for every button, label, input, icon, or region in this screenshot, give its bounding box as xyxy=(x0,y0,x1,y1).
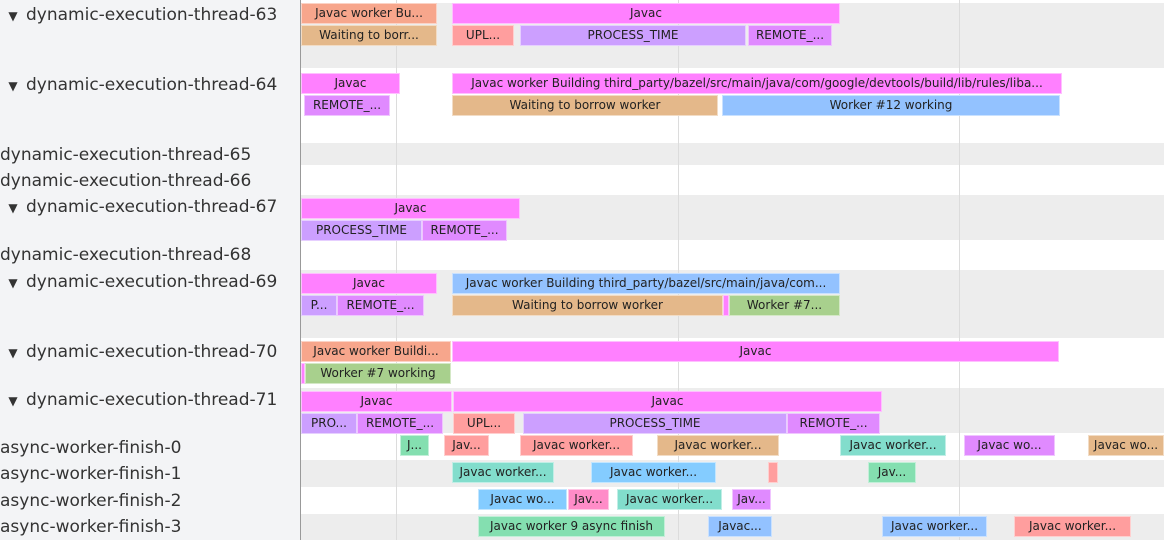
track-name: dynamic-execution-thread-63 xyxy=(26,5,278,25)
expand-triangle-icon[interactable]: ▼ xyxy=(8,276,18,290)
trace-slice[interactable]: Javac wo... xyxy=(964,435,1055,456)
expand-triangle-icon[interactable]: ▼ xyxy=(8,394,18,408)
track-label[interactable]: ▼ dynamic-execution-thread-63 xyxy=(0,5,277,26)
trace-slice[interactable]: Javac... xyxy=(708,516,772,537)
trace-slice[interactable]: UPL... xyxy=(452,25,514,46)
track-label[interactable]: async-worker-finish-0 xyxy=(0,438,181,458)
trace-slice[interactable]: Jav... xyxy=(444,435,489,456)
track-label[interactable]: async-worker-finish-1 xyxy=(0,464,181,484)
trace-slice[interactable]: PROCESS_TIME xyxy=(523,413,787,434)
trace-slice[interactable]: Waiting to borr... xyxy=(301,25,437,46)
trace-slice[interactable] xyxy=(301,363,305,384)
track-band xyxy=(301,460,1164,487)
trace-slice[interactable]: Javac xyxy=(301,273,437,294)
trace-slice[interactable]: Javac worker Building third_party/bazel/… xyxy=(452,273,840,294)
trace-slice[interactable]: Javac worker... xyxy=(452,462,554,483)
trace-slice[interactable]: Javac worker... xyxy=(1014,516,1131,537)
trace-slice[interactable]: REMOTE_... xyxy=(748,25,832,46)
track-name: dynamic-execution-thread-65 xyxy=(0,145,252,165)
grid-line xyxy=(678,0,679,540)
track-name: async-worker-finish-1 xyxy=(0,464,182,484)
track-label[interactable]: async-worker-finish-2 xyxy=(0,491,181,511)
trace-slice[interactable]: Javac worker Building third_party/bazel/… xyxy=(452,73,1062,94)
track-name: dynamic-execution-thread-67 xyxy=(26,197,278,217)
trace-slice[interactable]: REMOTE_... xyxy=(337,295,424,316)
track-label[interactable]: ▼ dynamic-execution-thread-64 xyxy=(0,75,277,96)
trace-slice[interactable]: Worker #7 working xyxy=(305,363,451,384)
trace-slice[interactable]: Javac worker... xyxy=(840,435,946,456)
trace-slice[interactable]: Javac xyxy=(453,391,882,412)
track-label[interactable]: dynamic-execution-thread-68 xyxy=(0,245,251,265)
trace-slice[interactable]: Javac xyxy=(301,73,400,94)
trace-slice[interactable]: PROCESS_TIME xyxy=(301,220,422,241)
trace-slice[interactable]: Javac worker... xyxy=(657,435,779,456)
trace-slice[interactable]: Javac wo... xyxy=(478,489,567,510)
expand-triangle-icon[interactable]: ▼ xyxy=(8,201,18,215)
track-label[interactable]: dynamic-execution-thread-65 xyxy=(0,145,251,165)
expand-triangle-icon[interactable]: ▼ xyxy=(8,346,18,360)
trace-slice[interactable]: PROCESS_TIME xyxy=(520,25,746,46)
trace-slice[interactable]: Jav... xyxy=(868,462,916,483)
trace-slice[interactable]: Javac wo... xyxy=(1088,435,1164,456)
trace-slice[interactable]: P... xyxy=(301,295,337,316)
track-label[interactable]: ▼ dynamic-execution-thread-67 xyxy=(0,197,277,218)
track-label[interactable]: dynamic-execution-thread-66 xyxy=(0,171,251,191)
grid-line xyxy=(396,0,397,540)
grid-line xyxy=(959,0,960,540)
timeline-canvas[interactable]: Javac worker Bu... Javac Waiting to borr..… xyxy=(301,0,1164,540)
trace-slice[interactable]: J... xyxy=(400,435,429,456)
trace-slice[interactable]: Javac xyxy=(452,3,840,24)
trace-slice[interactable]: REMOTE_... xyxy=(304,95,390,116)
trace-slice[interactable]: Javac worker... xyxy=(882,516,987,537)
trace-slice[interactable]: REMOTE_... xyxy=(787,413,880,434)
track-name: dynamic-execution-thread-66 xyxy=(0,171,252,191)
trace-slice[interactable]: Javac xyxy=(301,391,452,412)
trace-slice[interactable]: Waiting to borrow worker xyxy=(452,95,718,116)
track-band xyxy=(301,143,1164,165)
trace-slice[interactable]: REMOTE_... xyxy=(422,220,507,241)
track-name: dynamic-execution-thread-69 xyxy=(26,272,278,292)
track-name: async-worker-finish-0 xyxy=(0,438,182,458)
track-name: async-worker-finish-2 xyxy=(0,491,182,511)
trace-slice[interactable]: Javac xyxy=(301,198,520,219)
trace-slice[interactable] xyxy=(768,462,778,483)
track-name: dynamic-execution-thread-70 xyxy=(26,342,278,362)
trace-slice[interactable]: Javac worker Buildi... xyxy=(301,341,451,362)
track-name: dynamic-execution-thread-68 xyxy=(0,245,252,265)
expand-triangle-icon[interactable]: ▼ xyxy=(8,9,18,23)
track-label[interactable]: ▼ dynamic-execution-thread-69 xyxy=(0,272,277,293)
track-name: dynamic-execution-thread-71 xyxy=(26,390,278,410)
trace-slice[interactable]: Jav... xyxy=(732,489,771,510)
track-label[interactable]: ▼ dynamic-execution-thread-70 xyxy=(0,342,277,363)
trace-slice[interactable]: Javac worker Bu... xyxy=(301,3,437,24)
trace-slice[interactable]: Worker #12 working xyxy=(722,95,1060,116)
trace-slice[interactable]: PRO... xyxy=(301,413,357,434)
expand-triangle-icon[interactable]: ▼ xyxy=(8,79,18,93)
trace-slice[interactable] xyxy=(723,295,729,316)
track-label[interactable]: ▼ dynamic-execution-thread-71 xyxy=(0,390,277,411)
track-label[interactable]: async-worker-finish-3 xyxy=(0,517,181,537)
trace-slice[interactable]: Javac worker... xyxy=(617,489,722,510)
trace-slice[interactable]: Javac xyxy=(452,341,1059,362)
trace-slice[interactable]: Waiting to borrow worker xyxy=(452,295,723,316)
track-label-panel: ▼ dynamic-execution-thread-63 ▼ dynamic-exe… xyxy=(0,0,301,540)
trace-slice[interactable]: Javac worker... xyxy=(520,435,633,456)
trace-slice[interactable]: Javac worker 9 async finish xyxy=(478,516,665,537)
trace-slice[interactable]: REMOTE_... xyxy=(357,413,443,434)
trace-slice[interactable]: Jav... xyxy=(568,489,609,510)
trace-slice[interactable]: Javac worker... xyxy=(591,462,716,483)
trace-slice[interactable]: Worker #7... xyxy=(729,295,840,316)
track-name: dynamic-execution-thread-64 xyxy=(26,75,278,95)
track-name: async-worker-finish-3 xyxy=(0,517,182,537)
trace-slice[interactable]: UPL... xyxy=(453,413,515,434)
